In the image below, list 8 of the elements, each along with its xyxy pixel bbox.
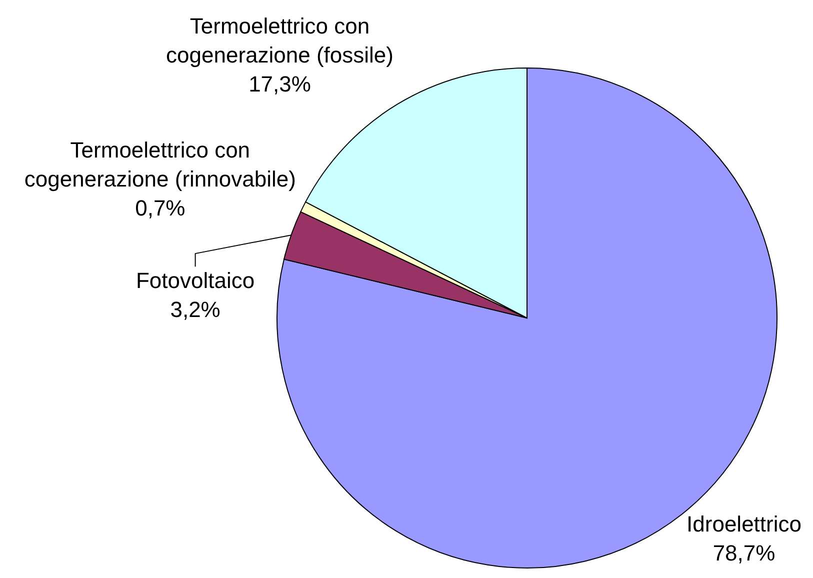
data-label: 3,2%	[170, 296, 220, 322]
slice-label: Termoelettrico con cogenerazione (fossile)	[166, 14, 394, 68]
data-label: 17,3%	[248, 72, 311, 97]
slice-label: Idroelettrico	[686, 512, 802, 537]
slice-label: Fotovoltaico	[136, 268, 255, 293]
slice-label: Termoelettrico con cogenerazione (rinnovabile)	[24, 137, 296, 192]
data-label: 78,7%	[712, 540, 776, 566]
data-label: 0,7%	[135, 195, 186, 220]
